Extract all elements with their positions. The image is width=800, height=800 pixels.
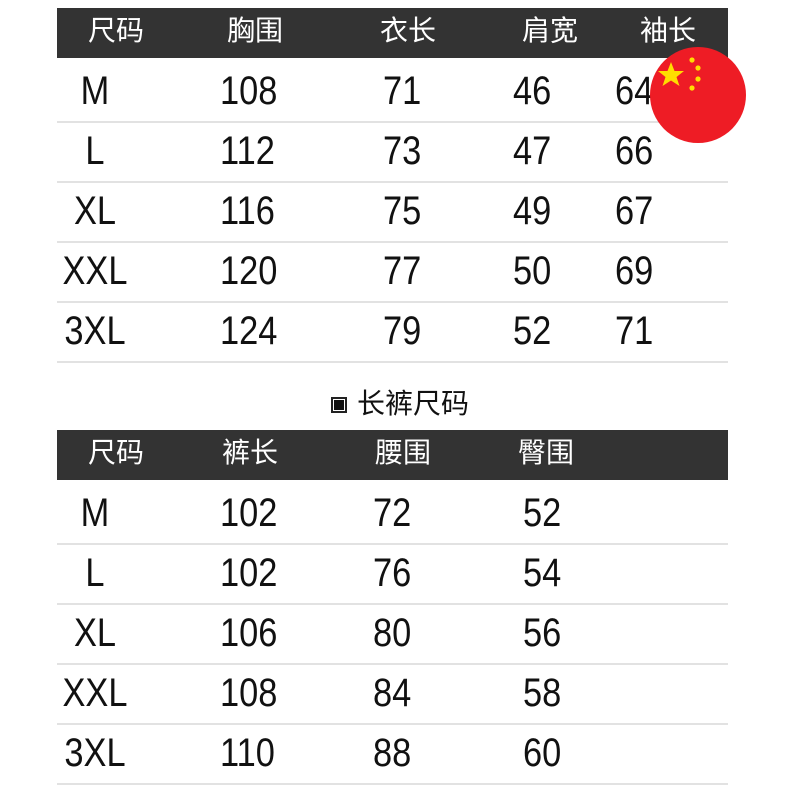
value-cell: 108 bbox=[220, 69, 278, 113]
size-cell: M bbox=[80, 69, 110, 113]
size-cell: 3XL bbox=[64, 731, 126, 775]
value-cell: 47 bbox=[513, 129, 552, 173]
value-cell: 102 bbox=[220, 491, 278, 535]
column-header: 尺码 bbox=[88, 436, 145, 469]
table-row: L 112 73 47 66 bbox=[57, 121, 728, 183]
table-header: 尺码 胸围 衣长 肩宽 袖长 bbox=[57, 8, 728, 58]
value-cell: 52 bbox=[513, 309, 552, 353]
section-title: 长裤尺码 bbox=[0, 384, 800, 424]
column-header: 肩宽 bbox=[522, 14, 579, 47]
size-cell: XL bbox=[73, 189, 117, 233]
value-cell: 112 bbox=[220, 129, 275, 173]
table-header: 尺码 裤长 腰围 臀围 bbox=[57, 430, 728, 480]
column-header: 腰围 bbox=[375, 436, 432, 469]
value-cell: 58 bbox=[523, 671, 562, 715]
column-header: 臀围 bbox=[518, 436, 575, 469]
value-cell: 50 bbox=[513, 249, 552, 293]
value-cell: 106 bbox=[220, 611, 278, 655]
table-row: XXL 120 77 50 69 bbox=[57, 241, 728, 303]
value-cell: 49 bbox=[513, 189, 552, 233]
size-cell: M bbox=[80, 491, 110, 535]
table-row: XL 116 75 49 67 bbox=[57, 181, 728, 243]
size-cell: L bbox=[85, 129, 105, 173]
column-header: 裤长 bbox=[222, 436, 279, 469]
value-cell: 46 bbox=[513, 69, 552, 113]
value-cell: 67 bbox=[615, 189, 654, 233]
value-cell: 52 bbox=[523, 491, 562, 535]
value-cell: 102 bbox=[220, 551, 278, 595]
table-row: 3XL 110 88 60 bbox=[57, 723, 728, 785]
size-cell: XL bbox=[73, 611, 117, 655]
value-cell: 108 bbox=[220, 671, 278, 715]
value-cell: 88 bbox=[373, 731, 412, 775]
value-cell: 54 bbox=[523, 551, 562, 595]
column-header: 袖长 bbox=[640, 14, 697, 47]
table-row: 3XL 124 79 52 71 bbox=[57, 301, 728, 363]
value-cell: 60 bbox=[523, 731, 562, 775]
value-cell: 66 bbox=[615, 129, 654, 173]
column-header: 尺码 bbox=[88, 14, 145, 47]
value-cell: 124 bbox=[220, 309, 278, 353]
value-cell: 69 bbox=[615, 249, 654, 293]
size-cell: XXL bbox=[62, 249, 128, 293]
square-bullet-icon bbox=[330, 397, 347, 413]
section-title-text: 长裤尺码 bbox=[356, 387, 469, 420]
value-cell: 71 bbox=[383, 69, 422, 113]
value-cell: 71 bbox=[615, 309, 654, 353]
table-row: M 102 72 52 bbox=[57, 483, 728, 545]
value-cell: 80 bbox=[373, 611, 412, 655]
table-row: M 108 71 46 64 bbox=[57, 61, 728, 123]
value-cell: 120 bbox=[220, 249, 278, 293]
column-header: 衣长 bbox=[380, 14, 437, 47]
value-cell: 56 bbox=[523, 611, 562, 655]
size-cell: L bbox=[85, 551, 105, 595]
china-flag-icon bbox=[650, 47, 746, 143]
column-header: 胸围 bbox=[227, 14, 284, 47]
value-cell: 110 bbox=[220, 731, 275, 775]
table-row: L 102 76 54 bbox=[57, 543, 728, 605]
value-cell: 84 bbox=[373, 671, 412, 715]
value-cell: 73 bbox=[383, 129, 422, 173]
value-cell: 79 bbox=[383, 309, 422, 353]
value-cell: 72 bbox=[373, 491, 412, 535]
value-cell: 76 bbox=[373, 551, 412, 595]
value-cell: 116 bbox=[220, 189, 275, 233]
value-cell: 64 bbox=[615, 69, 654, 113]
size-cell: 3XL bbox=[64, 309, 126, 353]
size-cell: XXL bbox=[62, 671, 128, 715]
value-cell: 77 bbox=[383, 249, 422, 293]
value-cell: 75 bbox=[383, 189, 422, 233]
table-row: XL 106 80 56 bbox=[57, 603, 728, 665]
table-row: XXL 108 84 58 bbox=[57, 663, 728, 725]
